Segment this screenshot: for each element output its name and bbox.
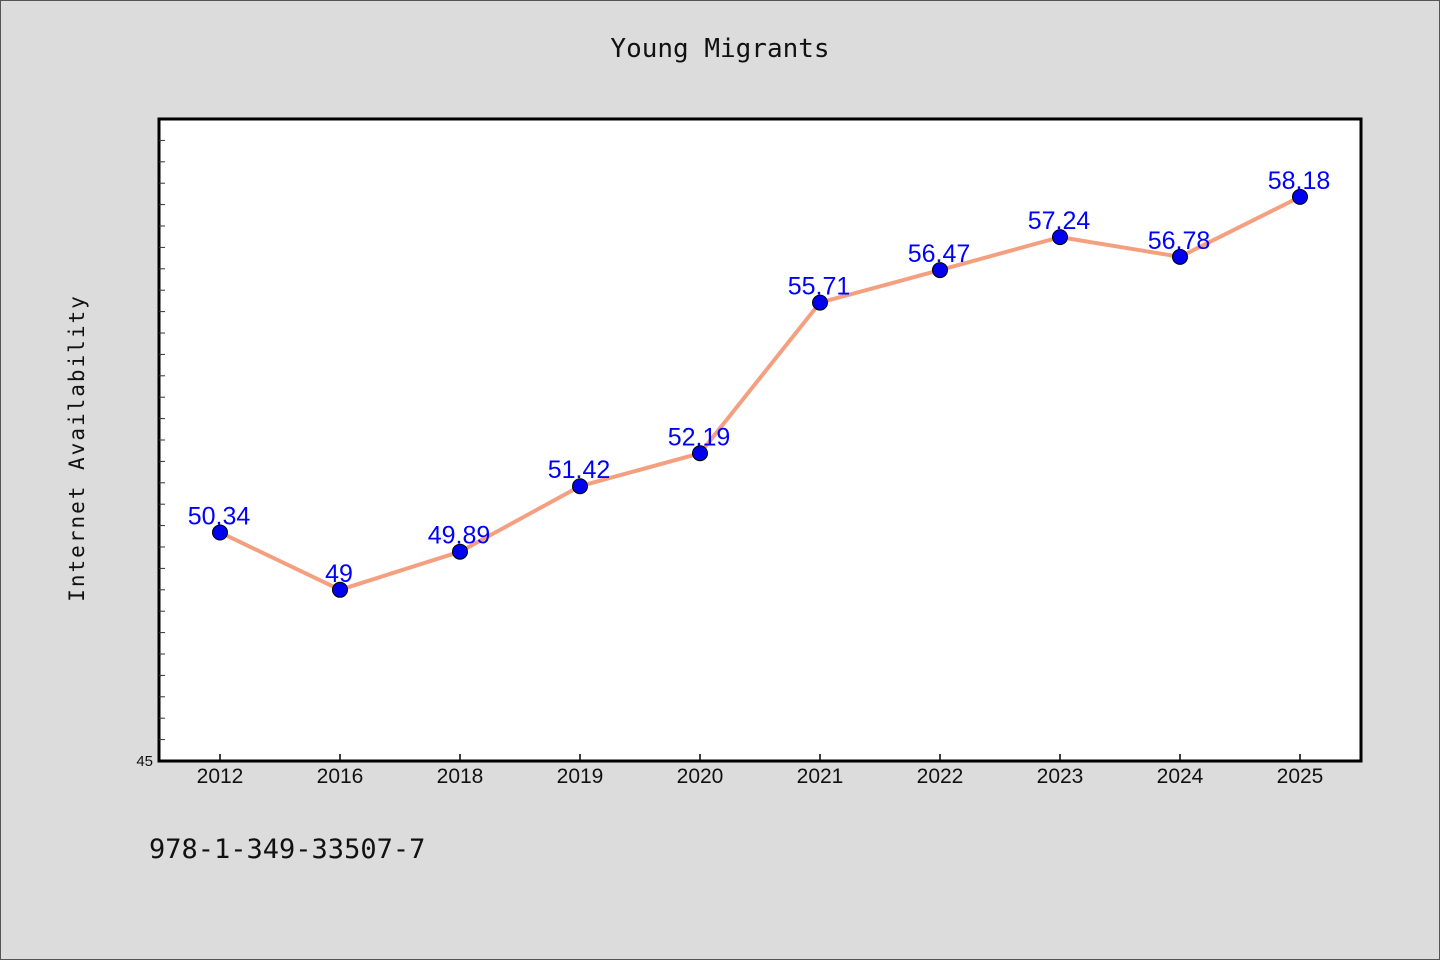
x-tick-label: 2021 bbox=[797, 765, 844, 788]
data-point bbox=[692, 445, 708, 462]
x-tick-label: 2025 bbox=[1277, 765, 1324, 788]
x-tick-label: 2016 bbox=[317, 765, 364, 788]
data-label: 52.19 bbox=[668, 423, 731, 451]
x-tick-label: 2018 bbox=[437, 765, 484, 788]
data-point bbox=[1052, 229, 1068, 246]
chart-title: Young Migrants bbox=[610, 34, 830, 64]
x-tick-label: 2012 bbox=[197, 765, 244, 788]
data-point bbox=[452, 543, 468, 560]
data-point bbox=[1172, 248, 1188, 265]
x-tick-label: 2020 bbox=[677, 765, 724, 788]
plot-area bbox=[157, 117, 1363, 763]
data-point bbox=[212, 524, 228, 541]
data-label: 50.34 bbox=[188, 502, 251, 530]
data-point bbox=[1292, 188, 1308, 205]
data-point bbox=[812, 294, 828, 311]
x-tick-label: 2024 bbox=[1157, 765, 1204, 788]
data-label: 57.24 bbox=[1028, 207, 1091, 235]
y-tick-label: 45 bbox=[136, 753, 153, 770]
x-tick-label: 2019 bbox=[557, 765, 604, 788]
y-axis-ticks: 45 bbox=[136, 139, 165, 770]
data-label: 56.47 bbox=[908, 240, 971, 268]
data-label: 51.42 bbox=[548, 456, 611, 484]
data-label: 58.18 bbox=[1268, 167, 1331, 195]
data-label: 49 bbox=[325, 560, 353, 588]
data-point bbox=[572, 478, 588, 495]
series-group bbox=[212, 188, 1308, 598]
data-label: 49.89 bbox=[428, 522, 491, 550]
footer-isbn: 978-1-349-33507-7 bbox=[149, 834, 426, 865]
x-axis-ticks: 2012 2016 2018 2019 2020 2021 2022 2023 2024 2025 bbox=[197, 754, 1324, 788]
data-label: 56.78 bbox=[1148, 227, 1211, 255]
data-label: 55.71 bbox=[788, 273, 851, 301]
data-point bbox=[332, 581, 348, 598]
data-labels: 50.34 49 49.89 51.42 52.19 55.71 56.47 57.24 56.… bbox=[188, 167, 1331, 588]
data-point bbox=[932, 262, 948, 279]
series-line bbox=[219, 195, 1301, 592]
x-tick-label: 2022 bbox=[917, 765, 964, 788]
x-tick-label: 2023 bbox=[1037, 765, 1084, 788]
